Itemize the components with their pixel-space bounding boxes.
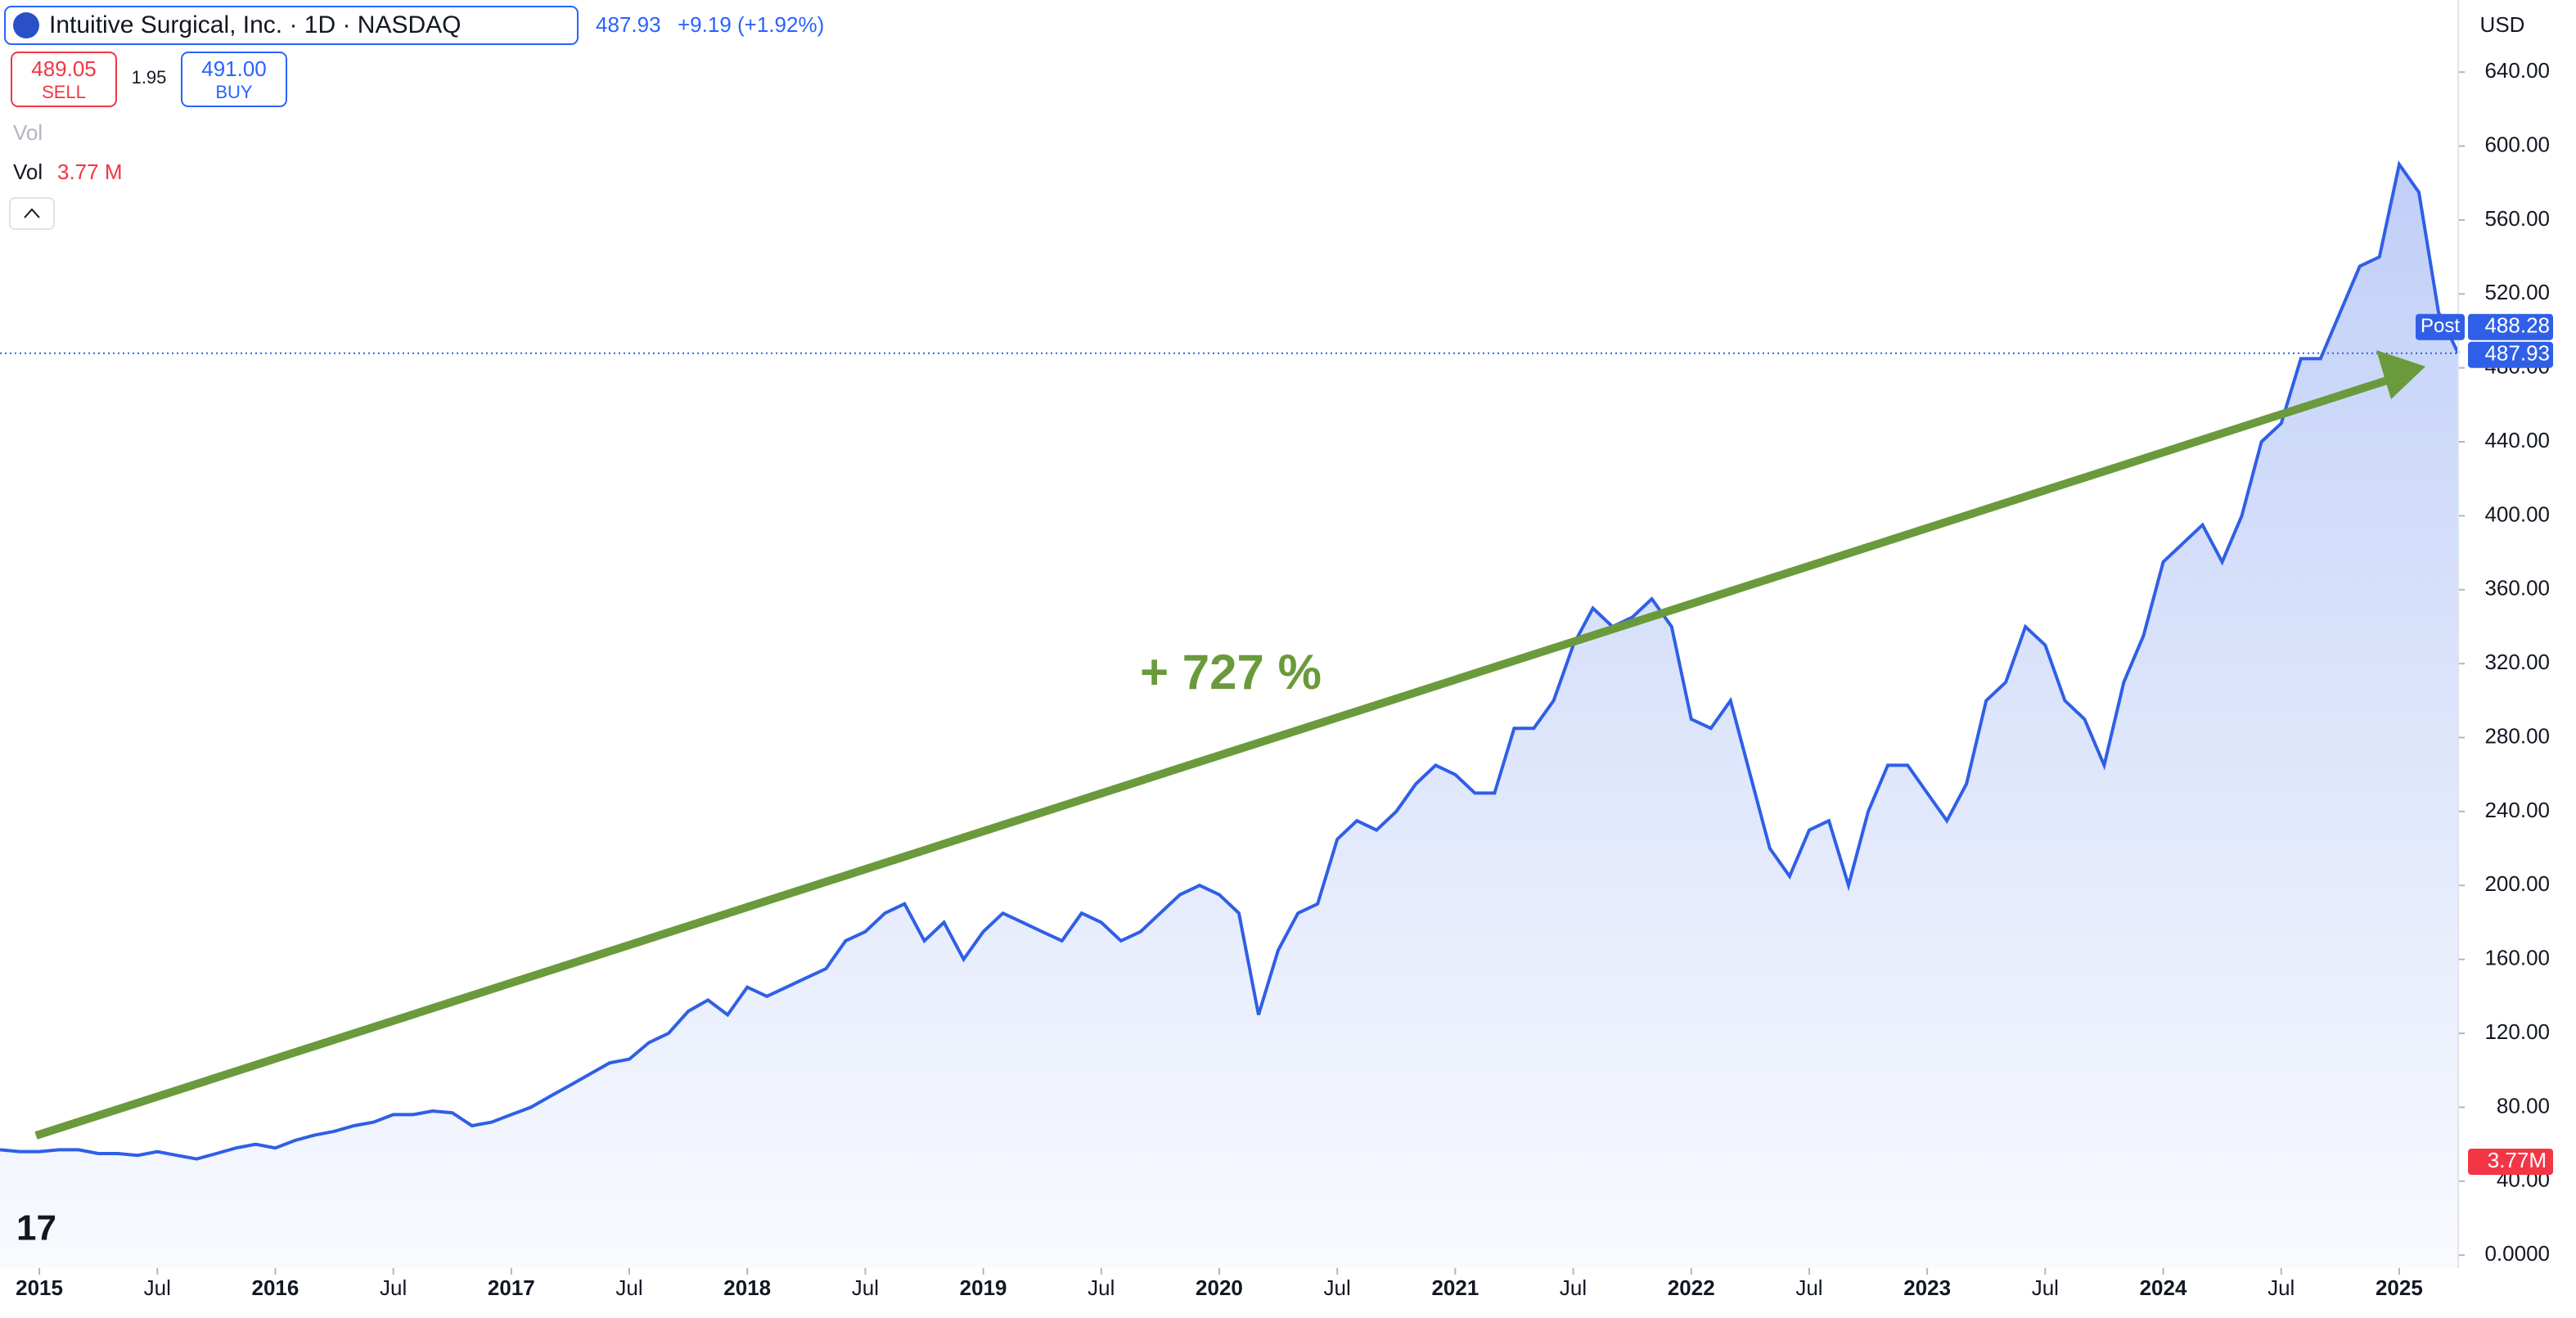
price-area [0,164,2458,1268]
y-tick-label: 440.00 [2484,428,2550,452]
sell-label: SELL [42,82,86,102]
y-tick-label: 160.00 [2484,946,2550,970]
x-tick-label: Jul [380,1275,407,1300]
buy-price: 491.00 [201,56,267,81]
y-tick-label: 560.00 [2484,206,2550,231]
post-label: Post [2421,315,2460,337]
x-tick-label: 2019 [960,1275,1007,1300]
x-tick-label: 2024 [2140,1275,2187,1300]
x-tick-label: Jul [1324,1275,1351,1300]
y-tick-label: 320.00 [2484,650,2550,674]
y-tick-label: 520.00 [2484,280,2550,304]
y-tick-label: 360.00 [2484,576,2550,601]
last-price-box [2468,341,2553,368]
y-tick-label: 120.00 [2484,1019,2550,1044]
y-tick-label: 640.00 [2484,58,2550,83]
x-tick-label: Jul [1560,1275,1587,1300]
y-tick-label: 0.0000 [2484,1241,2550,1266]
plot-area [0,0,2465,1275]
post-label-box [2416,313,2465,340]
x-tick-label: 2016 [252,1275,299,1300]
y-tick-label: 600.00 [2484,132,2550,156]
y-tick-label: 240.00 [2484,798,2550,822]
x-tick-label: 2017 [488,1275,535,1300]
y-tick-label: 400.00 [2484,502,2550,526]
x-tick-label: Jul [144,1275,171,1300]
y-tick-label: 280.00 [2484,723,2550,748]
x-tick-label: 2022 [1668,1275,1715,1300]
tv-logo: 17 [16,1208,56,1248]
sell-price: 489.05 [31,56,97,81]
x-tick-label: 2023 [1903,1275,1951,1300]
x-tick-label: 2020 [1196,1275,1243,1300]
x-tick-label: 2015 [16,1275,63,1300]
collapse-button[interactable] [9,197,55,230]
x-tick-label: Jul [615,1275,642,1300]
last-price: 487.93 [596,12,661,37]
x-tick-label: Jul [1088,1275,1115,1300]
buy-button[interactable] [181,52,287,107]
post-price-box [2468,313,2553,340]
volume-badge-box [2468,1149,2553,1175]
vol-label: Vol [13,160,43,184]
x-tick-label: Jul [1795,1275,1822,1300]
y-tick-label: 80.00 [2497,1093,2550,1118]
spread: 1.95 [132,67,167,88]
symbol-title: Intuitive Surgical, Inc. · 1D · NASDAQ [49,11,462,38]
x-tick-label: 2021 [1431,1275,1479,1300]
collapse-icon [24,208,40,218]
x-tick-label: Jul [852,1275,879,1300]
x-tick-label: Jul [2032,1275,2059,1300]
x-tick-label: 2025 [2376,1275,2423,1300]
post-price: 488.28 [2484,313,2550,338]
last-price-label: 487.93 [2484,341,2550,366]
currency: USD [2480,12,2525,37]
logo [13,12,39,38]
x-tick-label: Jul [2268,1275,2295,1300]
symbol-box[interactable] [4,6,579,45]
y-tick-label: 200.00 [2484,871,2550,896]
sell-button[interactable] [11,52,117,107]
annotation: + 727 % [1140,645,1322,699]
trend-arrow [34,376,2391,1140]
arrow-head [2376,350,2425,399]
volume-badge: 3.77M [2488,1148,2547,1172]
price-line [0,160,2460,1161]
vol-value: 3.77 M [57,160,123,184]
buy-label: BUY [215,82,253,102]
currency-box[interactable] [2471,8,2540,44]
vol-hidden: Vol [13,120,43,145]
price-change: +9.19 (+1.92%) [678,12,824,37]
x-tick-label: 2018 [723,1275,771,1300]
